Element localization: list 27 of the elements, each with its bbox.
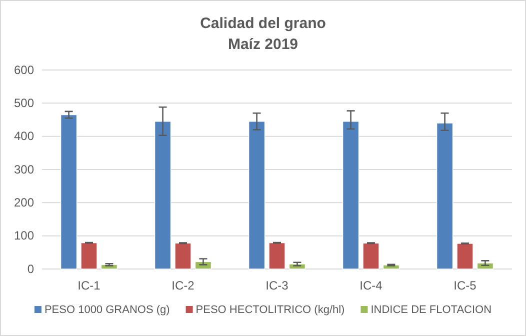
bar [436, 122, 454, 270]
bar [248, 121, 266, 270]
y-tick-label: 200 [14, 196, 34, 210]
bar [342, 121, 360, 270]
legend-label: INDICE DE FLOTACION [370, 304, 492, 316]
x-tick-label: IC-3 [266, 278, 289, 293]
y-tick-label: 600 [14, 62, 34, 77]
bar [268, 242, 286, 270]
legend-label: PESO 1000 GRANOS (g) [44, 304, 170, 316]
x-tick-label: IC-2 [172, 278, 195, 293]
y-tick-label: 400 [14, 129, 34, 144]
chart-subtitle: Maíz 2019 [228, 36, 298, 53]
bar [362, 242, 380, 270]
y-tick-label: 0 [27, 262, 34, 276]
y-tick-label: 300 [14, 162, 34, 176]
bar [60, 114, 78, 270]
bar [80, 242, 98, 270]
chart-title: Calidad del grano [200, 15, 326, 32]
bar [154, 121, 172, 270]
x-tick-label: IC-5 [454, 278, 477, 293]
bar [456, 243, 474, 270]
y-tick-label: 500 [14, 96, 34, 110]
x-tick-label: IC-1 [78, 278, 101, 293]
y-tick-label: 100 [14, 228, 34, 243]
x-tick-label: IC-4 [360, 278, 383, 293]
legend-label: PESO HECTOLITRICO (kg/hl) [196, 304, 345, 316]
bar [174, 242, 192, 270]
